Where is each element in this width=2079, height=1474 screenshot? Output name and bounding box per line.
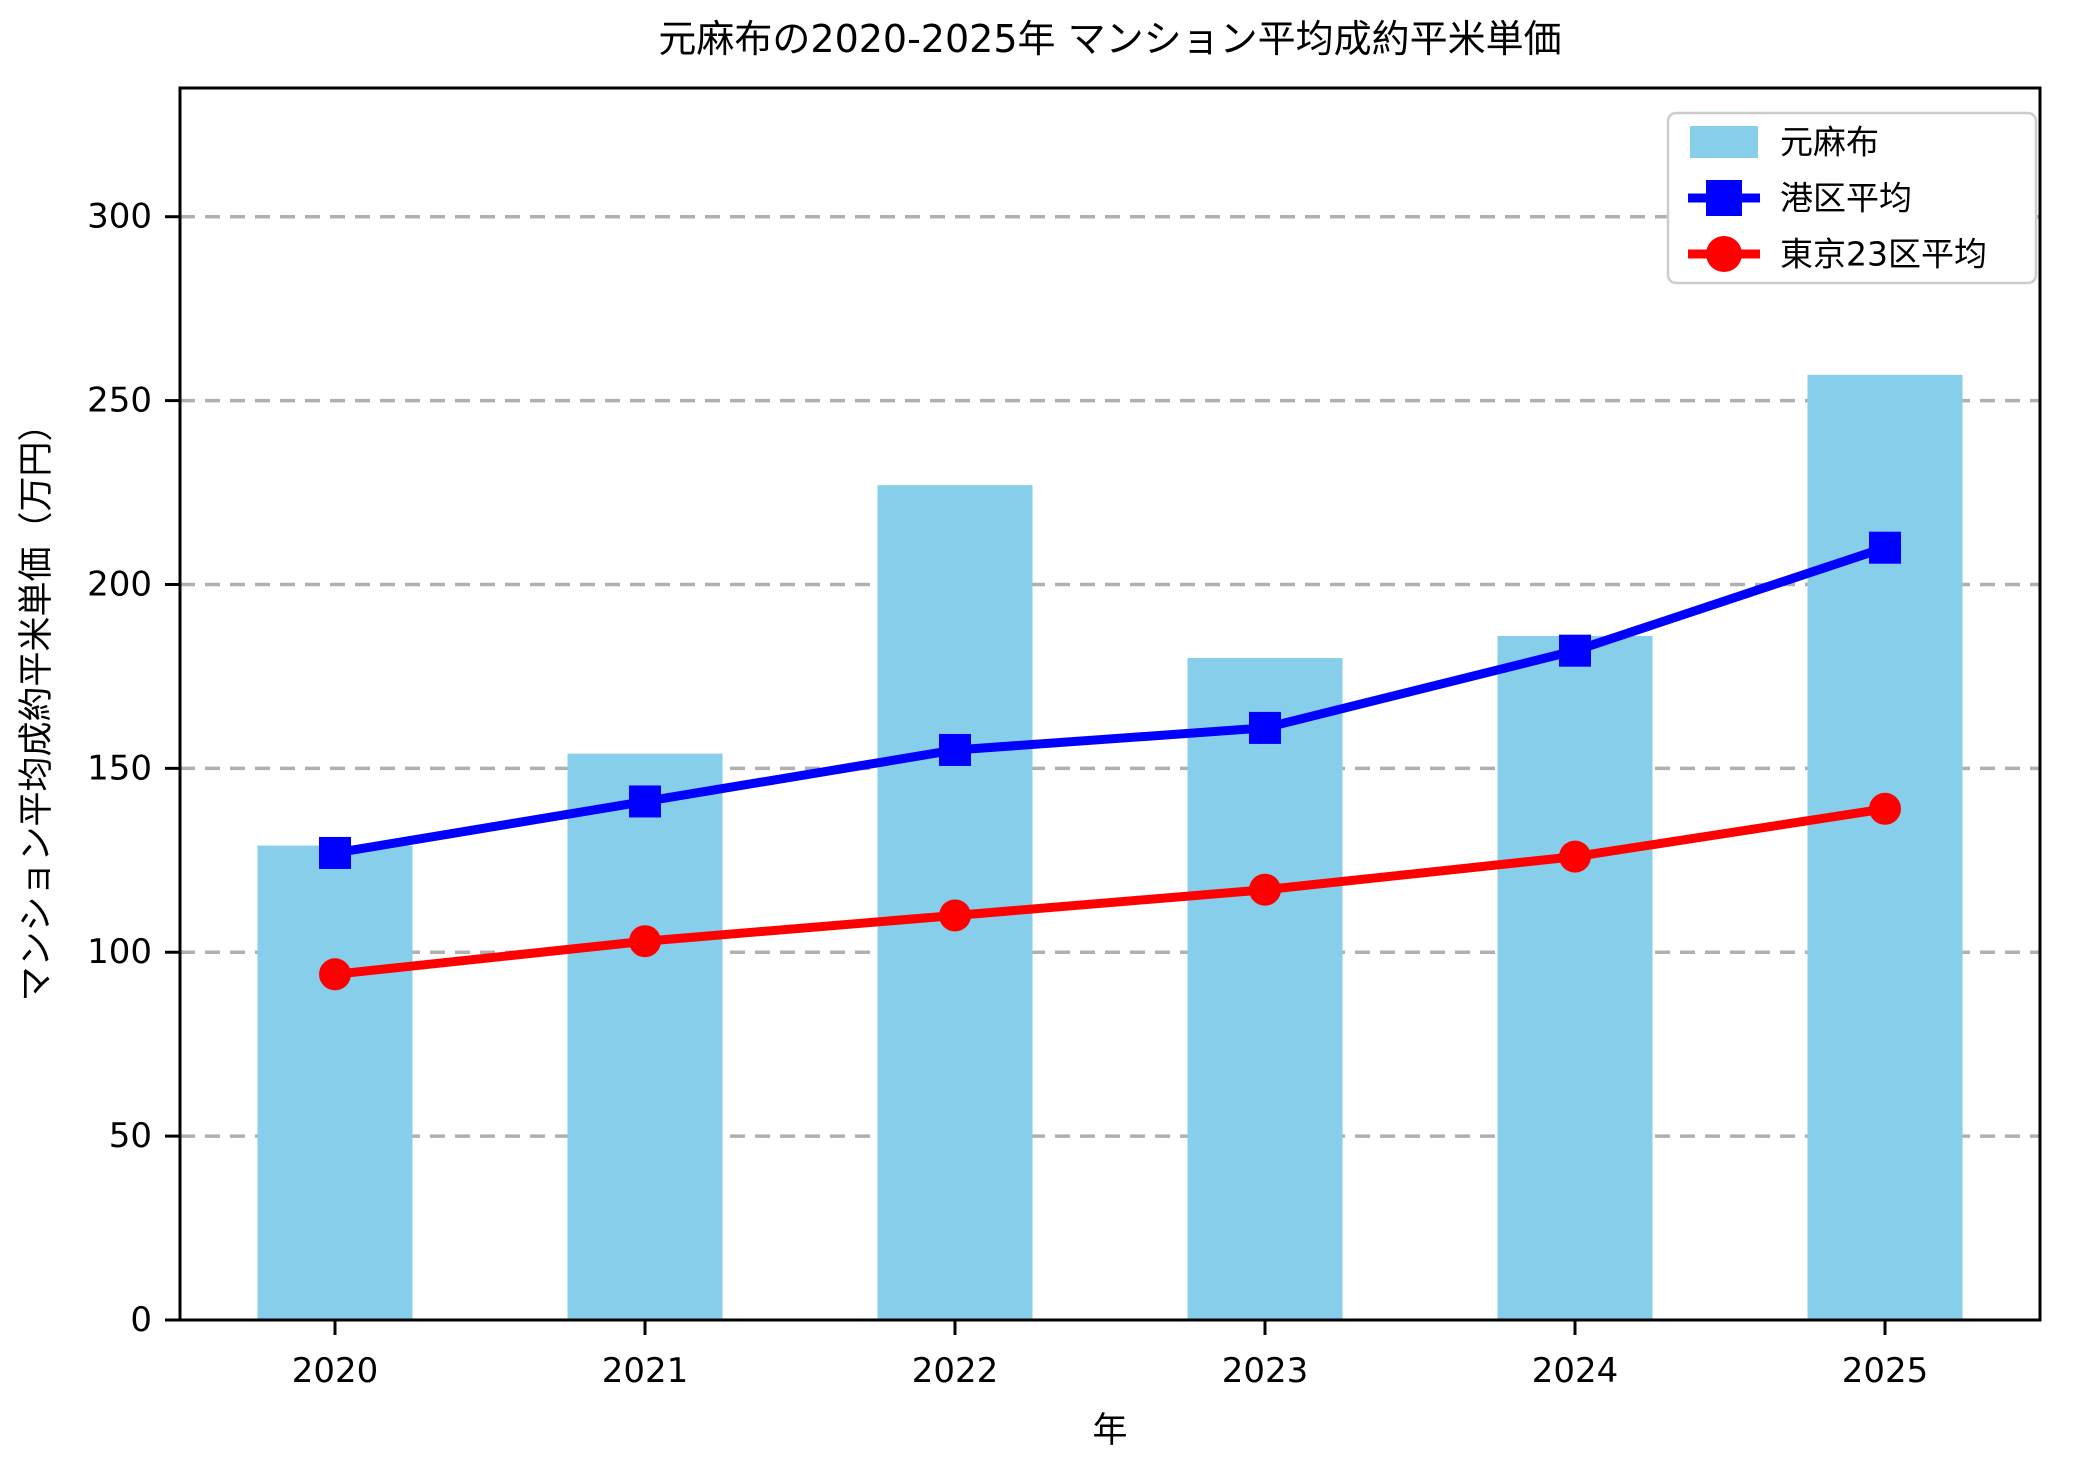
- marker-square-2021: [629, 785, 661, 818]
- ytick-label-150: 150: [87, 748, 152, 788]
- ytick-label-0: 0: [130, 1300, 152, 1340]
- ytick-label-300: 300: [87, 197, 152, 237]
- xtick-label-2025: 2025: [1842, 1351, 1929, 1391]
- marker-square-2023: [1249, 711, 1281, 744]
- xtick-label-2021: 2021: [602, 1351, 689, 1391]
- marker-circle-2020: [319, 958, 351, 991]
- legend-label-港区平均: 港区平均: [1780, 179, 1912, 218]
- bar-2024: [1497, 635, 1653, 1320]
- bar-2021: [567, 753, 723, 1320]
- bar-2025: [1807, 374, 1963, 1320]
- legend-box: [1666, 111, 2038, 285]
- legend-label-東京23区平均: 東京23区平均: [1780, 235, 1987, 274]
- chart-title: 元麻布の2020-2025年 マンション平均成約平米単価: [658, 17, 1561, 61]
- marker-circle-2023: [1249, 873, 1281, 906]
- marker-square-2025: [1869, 531, 1901, 564]
- line-東京23区平均: [330, 804, 1890, 979]
- marker-circle-2022: [939, 899, 971, 932]
- y-axis-label: マンション平均成約平米単価（万円）: [17, 406, 57, 1001]
- ytick-label-200: 200: [87, 564, 152, 604]
- marker-square-2024: [1559, 634, 1591, 667]
- axis-ticks-group: 0 50 100 150 200 250 300 2020 2021 2022 2023 2024 20…: [87, 197, 1928, 1391]
- line-series-group: [319, 531, 1901, 991]
- plot-border: [178, 86, 2042, 1322]
- xtick-label-2023: 2023: [1222, 1351, 1309, 1391]
- marker-circle-2021: [629, 925, 661, 958]
- legend-marker-square: [1706, 180, 1742, 216]
- xtick-label-2024: 2024: [1532, 1351, 1619, 1391]
- xtick-label-2022: 2022: [912, 1351, 999, 1391]
- ytick-label-50: 50: [109, 1116, 152, 1156]
- marker-circle-2025: [1869, 792, 1901, 825]
- legend-label-元麻布: 元麻布: [1780, 123, 1879, 162]
- xtick-label-2020: 2020: [292, 1351, 379, 1391]
- legend-marker-circle: [1706, 236, 1742, 272]
- bar-2023: [1187, 658, 1343, 1320]
- ytick-label-100: 100: [87, 932, 152, 972]
- line-港区平均: [330, 543, 1890, 858]
- marker-circle-2024: [1559, 840, 1591, 873]
- bar-series-group: [257, 374, 1963, 1320]
- x-axis-label: 年: [1092, 1411, 1127, 1451]
- ytick-label-250: 250: [87, 381, 152, 421]
- legend-swatch-bar: [1690, 126, 1758, 158]
- bar-2020: [257, 845, 413, 1320]
- marker-square-2020: [319, 836, 351, 869]
- marker-square-2022: [939, 733, 971, 766]
- gridlines-group: [180, 214, 2040, 1138]
